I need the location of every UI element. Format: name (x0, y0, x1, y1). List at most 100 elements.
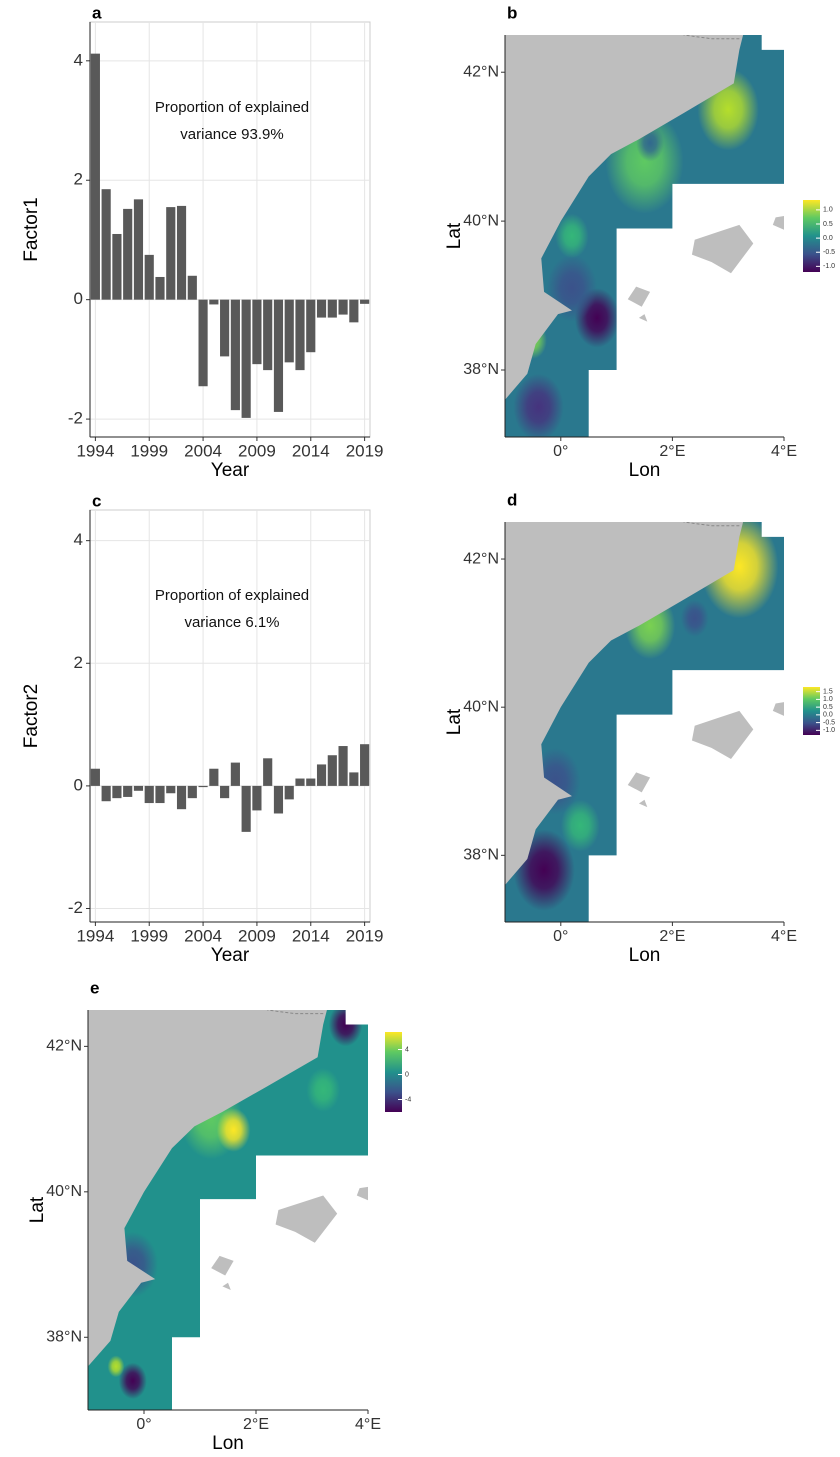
island (638, 799, 648, 808)
colorbar-tick-label: 0 (405, 1071, 409, 1078)
island (275, 1195, 338, 1243)
island (627, 286, 651, 307)
bar (316, 764, 327, 786)
x-tick-label: 0° (553, 928, 568, 945)
field-blob (555, 213, 589, 259)
x-tick-label: 2014 (292, 926, 330, 945)
panel-label: e (90, 978, 99, 997)
x-tick-label: 4°E (771, 443, 797, 460)
colorbar-tick-label: 1.5 (823, 688, 833, 695)
colorbar-tick-label: 0.5 (823, 704, 833, 711)
x-axis-title: Lon (629, 945, 661, 966)
x-tick-label: 2°E (659, 443, 685, 460)
bar (176, 205, 187, 300)
bar (144, 254, 154, 300)
x-tick-label: 2019 (346, 926, 384, 945)
bar (112, 785, 122, 799)
field-blob (560, 799, 600, 852)
y-axis-title: Factor1 (21, 197, 42, 261)
x-tick-label: 4°E (771, 928, 797, 945)
x-tick-label: 1999 (130, 441, 168, 460)
y-tick-label: -2 (68, 898, 83, 917)
bar (263, 299, 273, 371)
field-blob (216, 1108, 251, 1152)
bar (338, 299, 348, 315)
y-tick-label: 42°N (463, 550, 499, 567)
panel-label: a (92, 3, 102, 22)
bar (220, 299, 230, 357)
border (683, 35, 740, 40)
island (691, 224, 754, 274)
x-tick-label: 2009 (238, 926, 276, 945)
y-tick-label: 42°N (46, 1038, 82, 1055)
panel-label: d (507, 490, 517, 509)
colorbar-tick-label: 0.0 (823, 235, 833, 242)
bar (338, 746, 348, 786)
bar (284, 299, 294, 363)
colorbar (803, 687, 820, 735)
y-tick-label: 4 (74, 530, 83, 549)
plot-panel (89, 509, 371, 923)
y-tick-label: 40°N (46, 1183, 82, 1200)
x-axis-title: Lon (212, 1433, 244, 1454)
x-tick-label: 4°E (355, 1416, 381, 1433)
colorbar-tick-label: -1.0 (823, 263, 835, 270)
x-tick-label: 1994 (76, 926, 114, 945)
bar (263, 758, 273, 786)
bar (90, 768, 100, 786)
map-panel (88, 1010, 368, 1410)
field-blob (680, 599, 709, 637)
y-tick-label: 2 (74, 653, 83, 672)
colorbar-tick-label: 0.5 (823, 221, 833, 228)
x-tick-label: 0° (553, 443, 568, 460)
x-tick-label: 2004 (184, 441, 222, 460)
colorbar-tick-label: 0.0 (823, 712, 833, 719)
bar (133, 199, 144, 300)
bar (166, 785, 176, 794)
bar (209, 768, 219, 786)
bar (295, 299, 305, 371)
bar (198, 785, 208, 788)
bar (220, 785, 230, 799)
y-tick-label: 38°N (463, 361, 499, 378)
bar (252, 299, 262, 365)
annotation: variance 93.9% (180, 126, 283, 143)
bar (360, 744, 370, 786)
field-blob (306, 1068, 341, 1112)
annotation: Proportion of explained (155, 99, 309, 116)
annotation: variance 6.1% (184, 614, 279, 631)
bar (284, 785, 294, 800)
island (211, 1255, 234, 1276)
colorbar-tick-label: 1.0 (823, 207, 833, 214)
x-tick-label: 2019 (346, 441, 384, 460)
map-panel (505, 522, 784, 922)
x-tick-label: 0° (136, 1416, 151, 1433)
y-tick-label: 2 (74, 170, 83, 189)
bar (230, 299, 240, 411)
bar (316, 299, 327, 318)
bar (112, 233, 122, 300)
colorbar-tick-label: -0.5 (823, 249, 835, 256)
y-axis-title: Lat (444, 222, 465, 249)
y-tick-label: 40°N (463, 212, 499, 229)
bar (273, 785, 284, 814)
x-axis-title: Lon (629, 460, 661, 481)
y-tick-label: -2 (68, 409, 83, 428)
y-tick-label: 40°N (463, 698, 499, 715)
bar (306, 299, 316, 353)
bar (241, 785, 251, 832)
bar (327, 299, 337, 318)
bar (198, 299, 208, 387)
panel-label: b (507, 3, 517, 22)
island (638, 314, 648, 322)
panel-label: c (92, 491, 101, 510)
bar (90, 53, 100, 300)
bar (273, 299, 284, 412)
bar (187, 275, 197, 300)
colorbar-tick-label: -0.5 (823, 719, 835, 726)
bar (349, 772, 359, 786)
bar (133, 785, 144, 791)
border (267, 1010, 324, 1015)
land (88, 1010, 327, 1367)
